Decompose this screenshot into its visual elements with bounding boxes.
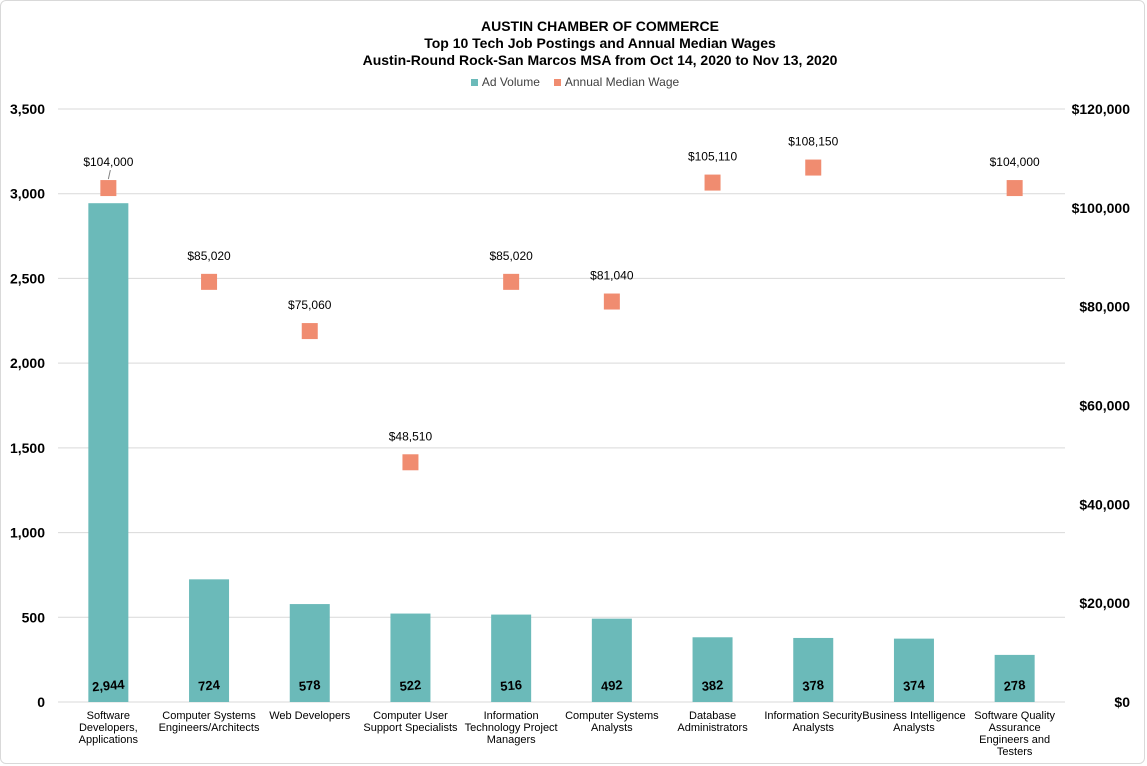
bar	[893, 638, 934, 702]
x-category-label: Computer Systems	[162, 710, 256, 722]
x-category-label: Computer Systems	[565, 710, 659, 722]
title-line-3: Austin-Round Rock-San Marcos MSA from Oc…	[362, 52, 838, 68]
bar	[793, 637, 834, 702]
y-left-tick-label: 0	[37, 694, 45, 710]
wage-value-label: $85,020	[187, 249, 231, 263]
wage-value-label: $105,110	[688, 150, 737, 164]
x-category-label: Managers	[487, 734, 536, 746]
wage-value-label: $75,060	[288, 298, 332, 312]
x-category-label: Support Specialists	[363, 722, 458, 734]
wage-value-label: $85,020	[489, 249, 533, 263]
y-left-tick-label: 2,000	[10, 355, 45, 371]
chart-title: AUSTIN CHAMBER OF COMMERCE Top 10 Tech J…	[0, 18, 1147, 69]
wage-marker	[301, 323, 318, 340]
bar-value-label: 492	[600, 677, 623, 694]
wage-value-label: $104,000	[990, 155, 1040, 169]
y-right-tick-label: $20,000	[1079, 595, 1130, 611]
wage-marker	[201, 273, 218, 290]
y-right-tick-label: $60,000	[1079, 398, 1130, 414]
wage-marker	[603, 293, 620, 310]
wage-value-label: $81,040	[590, 269, 634, 283]
wage-marker	[704, 174, 721, 191]
bar-value-label: 2,944	[91, 677, 125, 695]
bar	[189, 579, 230, 702]
y-right-tick-label: $100,000	[1072, 200, 1131, 216]
wage-value-label: $108,150	[788, 135, 838, 149]
bar	[390, 613, 431, 702]
bar-value-label: 724	[198, 677, 222, 694]
bar-value-label: 382	[701, 677, 724, 694]
x-category-label: Testers	[997, 746, 1033, 758]
legend-item-median-wage: Annual Median Wage	[553, 75, 680, 89]
y-right-tick-label: $80,000	[1079, 299, 1130, 315]
bar-value-label: 278	[1003, 677, 1026, 694]
legend-label-ad-volume: Ad Volume	[481, 75, 540, 89]
title-line-2: Top 10 Tech Job Postings and Annual Medi…	[424, 35, 776, 51]
x-category-label: Software	[87, 710, 130, 722]
bar-value-label: 522	[399, 677, 422, 694]
wage-value-label: $104,000	[83, 155, 133, 169]
x-category-label: Engineers and	[979, 734, 1050, 746]
y-right-tick-label: $0	[1114, 694, 1130, 710]
legend-swatch-ad-volume	[470, 78, 478, 86]
y-right-tick-label: $120,000	[1072, 101, 1131, 117]
x-category-label: Computer User	[373, 710, 448, 722]
x-category-label: Developers,	[79, 722, 138, 734]
wage-marker	[503, 273, 520, 290]
bar	[591, 618, 632, 702]
bar	[692, 637, 733, 702]
legend-swatch-median-wage	[553, 78, 561, 86]
title-line-1: AUSTIN CHAMBER OF COMMERCE	[481, 18, 719, 34]
wage-marker	[805, 159, 822, 176]
x-category-label: Web Developers	[269, 710, 351, 722]
bar	[491, 614, 532, 702]
legend-item-ad-volume: Ad Volume	[470, 75, 540, 89]
y-left-tick-label: 2,500	[10, 270, 45, 286]
x-category-label: Administrators	[677, 722, 748, 734]
wage-label-leader-line	[107, 169, 111, 180]
bar-value-label: 378	[802, 677, 825, 694]
bar-value-label: 578	[298, 677, 321, 694]
x-category-label: Technology Project	[465, 722, 558, 734]
x-category-label: Assurance	[989, 722, 1041, 734]
bar	[88, 203, 129, 703]
bar-value-label: 516	[500, 677, 523, 694]
legend-label-median-wage: Annual Median Wage	[564, 75, 680, 89]
x-category-label: Database	[689, 710, 736, 722]
x-category-label: Applications	[79, 734, 139, 746]
x-category-label: Information Security	[764, 710, 862, 722]
wage-value-label: $48,510	[389, 429, 433, 443]
y-right-tick-label: $40,000	[1079, 496, 1130, 512]
x-category-label: Analysts	[893, 722, 935, 734]
y-left-tick-label: 500	[22, 609, 46, 625]
x-category-label: Analysts	[792, 722, 834, 734]
x-category-label: Business Intelligence	[862, 710, 965, 722]
x-category-label: Engineers/Architects	[159, 722, 260, 734]
wage-marker	[1006, 180, 1023, 197]
y-left-tick-label: 1,000	[10, 525, 45, 541]
bar	[994, 654, 1035, 702]
chart-legend: Ad Volume Annual Median Wage	[0, 75, 1147, 89]
wage-marker	[100, 180, 117, 197]
y-left-tick-label: 1,500	[10, 440, 45, 456]
x-category-label: Information	[484, 710, 539, 722]
y-left-tick-label: 3,000	[10, 186, 45, 202]
y-left-tick-label: 3,500	[10, 101, 45, 117]
x-category-label: Software Quality	[974, 710, 1055, 722]
bar	[289, 604, 330, 702]
x-category-label: Analysts	[591, 722, 633, 734]
bar-value-label: 374	[902, 677, 926, 694]
wage-marker	[402, 454, 419, 471]
